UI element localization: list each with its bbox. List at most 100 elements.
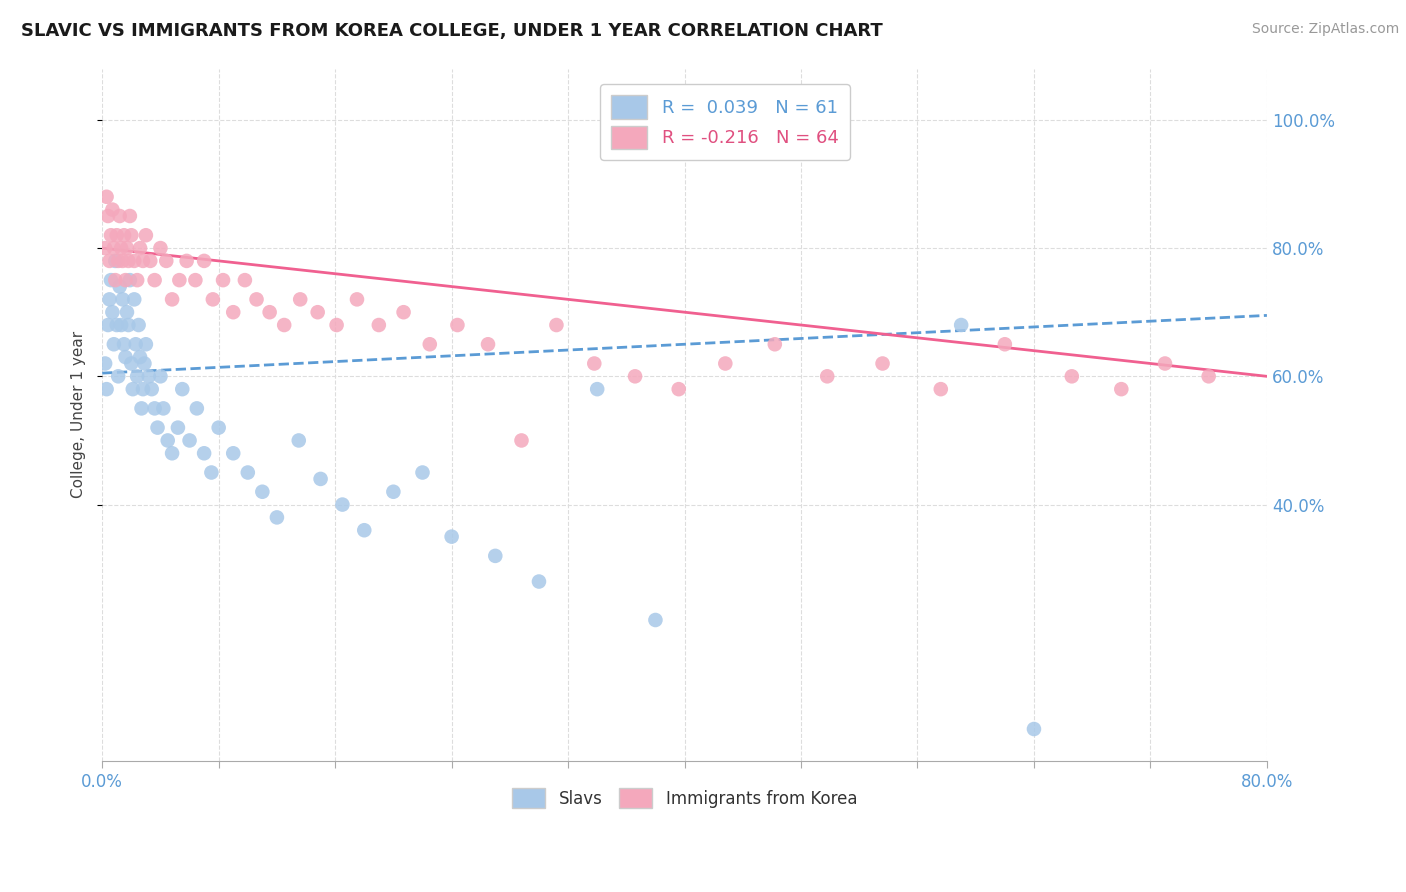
Point [1111, 382, 1133, 396]
Point [193, 253, 215, 268]
Point [101, 202, 124, 217]
Point [290, 293, 312, 307]
Point [382, 484, 405, 499]
Point [114, 350, 136, 364]
Point [134, 357, 156, 371]
Legend: Slavs, Immigrants from Korea: Slavs, Immigrants from Korea [505, 781, 863, 815]
Point [96, 190, 118, 204]
Point [112, 337, 135, 351]
Point [139, 253, 162, 268]
Point [107, 253, 129, 268]
Point [266, 510, 288, 524]
Point [259, 305, 281, 319]
Point [94, 241, 117, 255]
Point [446, 318, 468, 332]
Point [1022, 722, 1045, 736]
Point [121, 382, 143, 396]
Point [309, 472, 332, 486]
Point [332, 498, 354, 512]
Point [115, 241, 138, 255]
Point [118, 273, 141, 287]
Point [105, 318, 128, 332]
Point [143, 273, 166, 287]
Point [132, 382, 155, 396]
Point [94, 357, 117, 371]
Point [527, 574, 550, 589]
Point [125, 337, 148, 351]
Point [100, 273, 122, 287]
Point [222, 305, 245, 319]
Point [103, 337, 125, 351]
Point [112, 228, 135, 243]
Point [104, 253, 127, 268]
Point [200, 466, 222, 480]
Point [644, 613, 666, 627]
Point [233, 273, 256, 287]
Point [98, 253, 121, 268]
Point [484, 549, 506, 563]
Point [156, 434, 179, 448]
Point [212, 273, 235, 287]
Point [101, 305, 124, 319]
Text: SLAVIC VS IMMIGRANTS FROM KOREA COLLEGE, UNDER 1 YEAR CORRELATION CHART: SLAVIC VS IMMIGRANTS FROM KOREA COLLEGE,… [21, 22, 883, 40]
Point [132, 253, 155, 268]
Point [929, 382, 952, 396]
Point [411, 466, 433, 480]
Point [1060, 369, 1083, 384]
Point [108, 279, 131, 293]
Point [186, 401, 208, 416]
Point [367, 318, 389, 332]
Point [193, 446, 215, 460]
Point [167, 420, 190, 434]
Text: Source: ZipAtlas.com: Source: ZipAtlas.com [1251, 22, 1399, 37]
Point [287, 434, 309, 448]
Point [97, 318, 120, 332]
Point [353, 523, 375, 537]
Point [815, 369, 838, 384]
Point [120, 357, 142, 371]
Point [176, 253, 198, 268]
Y-axis label: College, Under 1 year: College, Under 1 year [72, 331, 86, 499]
Point [141, 382, 163, 396]
Point [128, 318, 150, 332]
Point [510, 434, 533, 448]
Point [100, 228, 122, 243]
Point [714, 357, 737, 371]
Point [117, 318, 139, 332]
Point [127, 273, 149, 287]
Point [994, 337, 1017, 351]
Point [110, 241, 132, 255]
Point [586, 382, 609, 396]
Point [149, 369, 172, 384]
Point [149, 241, 172, 255]
Point [325, 318, 347, 332]
Point [172, 382, 194, 396]
Point [98, 293, 121, 307]
Point [160, 293, 183, 307]
Point [222, 446, 245, 460]
Point [108, 209, 131, 223]
Point [160, 446, 183, 460]
Point [668, 382, 690, 396]
Point [184, 273, 207, 287]
Point [138, 369, 160, 384]
Point [120, 228, 142, 243]
Point [201, 293, 224, 307]
Point [546, 318, 568, 332]
Point [252, 484, 274, 499]
Point [122, 253, 145, 268]
Point [104, 273, 127, 287]
Point [111, 253, 134, 268]
Point [307, 305, 329, 319]
Point [872, 357, 894, 371]
Point [236, 466, 259, 480]
Point [624, 369, 647, 384]
Point [135, 228, 157, 243]
Point [117, 253, 139, 268]
Point [179, 434, 201, 448]
Point [146, 420, 169, 434]
Point [152, 401, 174, 416]
Point [111, 293, 134, 307]
Point [122, 293, 145, 307]
Point [208, 420, 231, 434]
